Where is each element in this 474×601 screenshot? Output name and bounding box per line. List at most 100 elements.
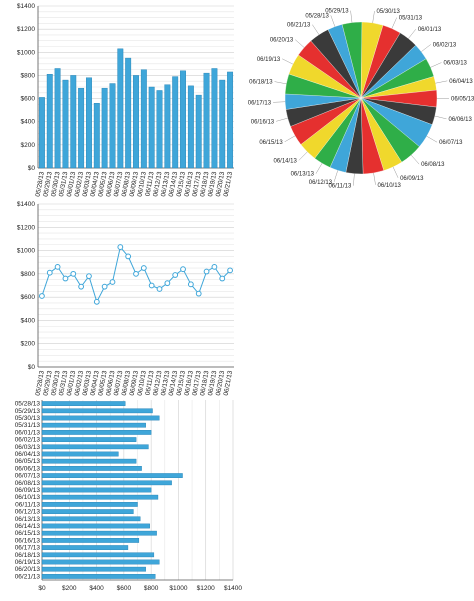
pie-label: 06/01/13	[418, 27, 442, 33]
x-tick-label: 06/08/13	[121, 370, 132, 397]
data-point	[46, 269, 53, 276]
y-tick-label: 06/19/13	[15, 559, 41, 566]
x-tick-label: 06/05/13	[97, 370, 108, 397]
bar	[41, 466, 142, 471]
y-tick-label: 05/31/13	[15, 422, 41, 429]
bar	[41, 545, 129, 550]
bar	[70, 75, 77, 169]
bar	[41, 566, 146, 572]
y-tick-label: 05/30/13	[15, 415, 41, 422]
x-tick-label: 06/07/13	[113, 370, 124, 397]
bar	[41, 494, 159, 500]
pie-leader-line	[282, 58, 294, 65]
pie-leader-line	[392, 166, 399, 178]
bar	[203, 72, 210, 169]
pie-leader-line	[312, 24, 320, 35]
data-point	[39, 293, 45, 299]
x-tick-label: 06/01/13	[66, 171, 77, 198]
pie-label: 06/09/13	[400, 176, 424, 182]
x-tick-label: 06/04/13	[89, 370, 100, 397]
y-tick-label: $1200	[17, 224, 35, 231]
pie-leader-line	[421, 44, 431, 52]
pie-label: 05/28/13	[305, 13, 329, 19]
bar	[41, 437, 137, 442]
y-tick-label: $800	[21, 271, 36, 278]
x-tick-label: 06/01/13	[66, 370, 77, 397]
y-tick-label: $600	[21, 96, 36, 103]
y-tick-label: $0	[28, 364, 36, 371]
bar	[164, 84, 171, 169]
pie-leader-line	[426, 135, 438, 143]
x-tick-label: 06/08/13	[121, 171, 132, 198]
x-tick-label: 06/12/13	[152, 370, 163, 397]
bar	[156, 90, 163, 169]
x-tick-label: $1200	[197, 585, 215, 592]
y-tick-label: $1400	[17, 201, 35, 208]
x-tick-label: 06/21/13	[223, 171, 234, 198]
x-tick-label: 06/16/13	[184, 370, 195, 397]
bar	[38, 97, 45, 169]
pie-leader-line	[410, 154, 420, 165]
pie-leader-line	[434, 115, 447, 120]
bar	[101, 87, 108, 169]
y-tick-label: $800	[21, 72, 36, 79]
bar	[109, 83, 116, 169]
y-tick-label: 06/04/13	[15, 451, 41, 458]
data-point	[62, 275, 69, 282]
x-tick-label: 05/28/13	[35, 370, 46, 397]
x-tick-label: 06/17/13	[191, 370, 202, 397]
y-tick-label: 06/02/13	[15, 437, 41, 444]
data-point	[195, 290, 202, 297]
y-tick-label: $200	[21, 341, 36, 348]
bar	[41, 574, 156, 579]
bar	[180, 70, 186, 169]
pie-label: 06/21/13	[287, 23, 311, 29]
x-tick-label: 05/30/13	[50, 370, 61, 397]
pie-leader-line	[430, 62, 442, 68]
y-tick-label: 06/14/13	[15, 523, 41, 530]
x-tick-label: 06/11/13	[144, 171, 155, 197]
y-tick-label: $1000	[17, 49, 35, 56]
data-point	[156, 286, 163, 292]
bar	[41, 444, 149, 450]
pie-leader-line	[353, 173, 355, 186]
bar	[41, 559, 160, 565]
y-tick-label: $200	[21, 142, 36, 149]
pie-label: 05/31/13	[399, 16, 423, 22]
y-tick-label: 06/05/13	[15, 458, 41, 465]
bar	[41, 451, 119, 457]
x-tick-label: 06/19/13	[207, 370, 218, 397]
bar	[219, 79, 226, 169]
pie-leader-line	[274, 81, 287, 85]
y-tick-label: 06/18/13	[15, 552, 41, 559]
pie-label: 06/06/13	[448, 117, 472, 123]
bar	[46, 74, 53, 169]
pie-label: 06/20/13	[270, 38, 294, 44]
x-tick-label: $1000	[169, 585, 187, 592]
data-point	[109, 279, 116, 285]
x-tick-label: 06/02/13	[74, 171, 85, 198]
y-tick-label: $600	[21, 294, 36, 301]
x-tick-label: 06/19/13	[207, 171, 218, 198]
x-tick-label: $1400	[224, 585, 242, 592]
bar	[41, 530, 157, 536]
x-tick-label: 06/10/13	[137, 171, 148, 198]
vertical-bar-chart: $0 $200 $400 $600 $800 $1000 $1200 $1400 05/28/1…	[17, 3, 234, 197]
y-tick-label: 06/13/13	[15, 516, 41, 523]
y-tick-label: 06/01/13	[15, 429, 41, 436]
x-tick-label: 06/05/13	[97, 171, 108, 198]
data-point	[140, 265, 147, 271]
bar	[41, 523, 150, 529]
bar	[117, 48, 124, 169]
pie-leader-line	[276, 117, 288, 122]
pie-label: 06/05/13	[451, 97, 474, 103]
y-tick-label: $1400	[17, 3, 35, 10]
x-tick-label: 06/03/13	[82, 171, 93, 198]
bar	[140, 69, 147, 169]
y-tick-label: 05/28/13	[15, 401, 41, 408]
pie-label: 06/08/13	[421, 162, 445, 168]
data-point	[133, 270, 139, 277]
bar	[41, 552, 155, 558]
bar	[133, 75, 139, 169]
pie-leader-line	[315, 163, 323, 174]
